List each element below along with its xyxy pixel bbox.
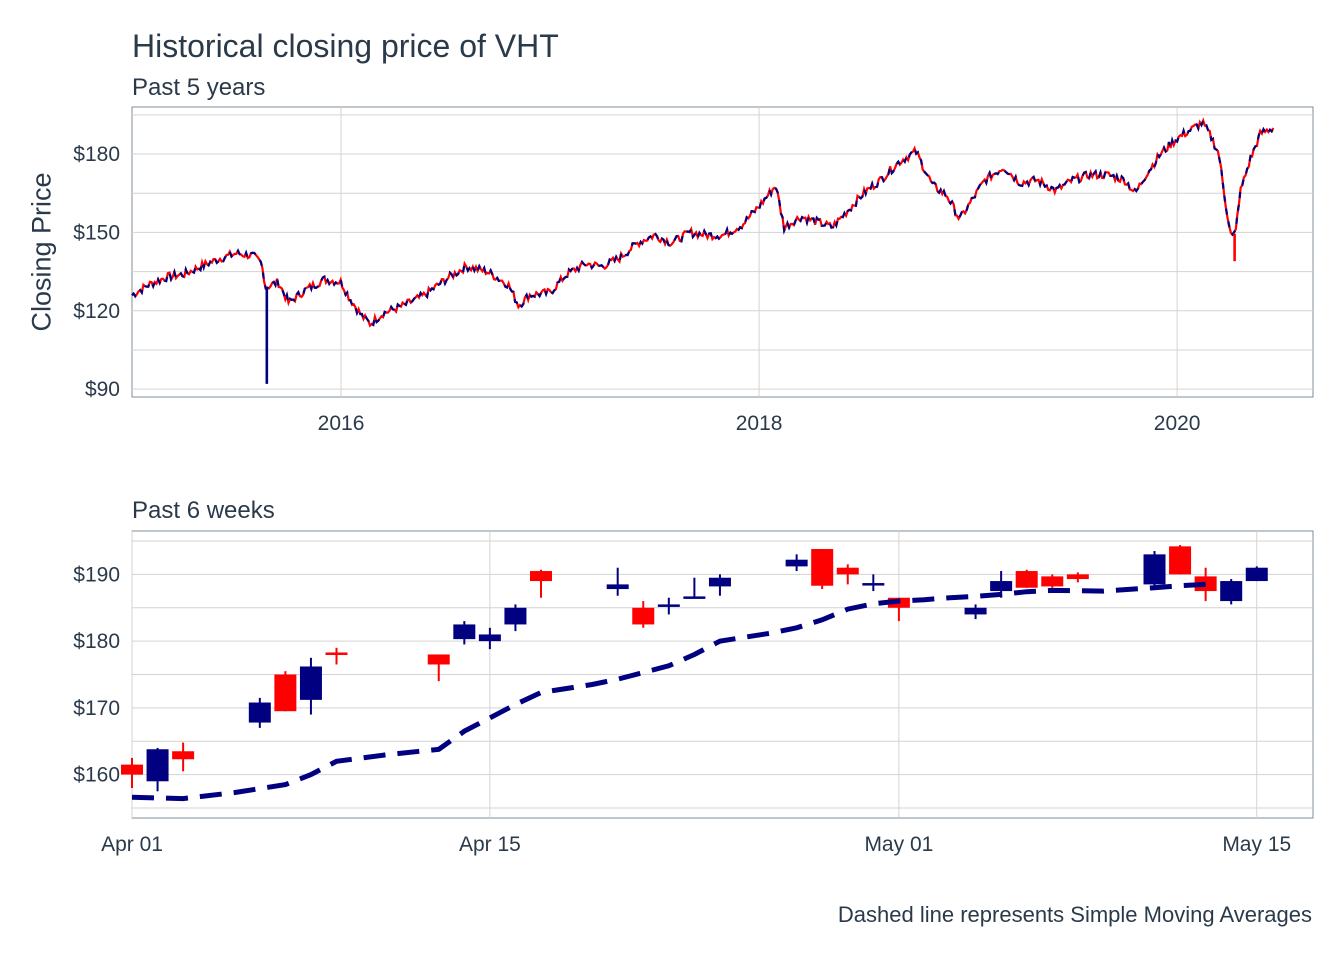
candle — [172, 742, 195, 772]
candle-body — [836, 567, 859, 575]
candle — [453, 621, 476, 645]
candle — [274, 671, 297, 712]
candle — [478, 627, 501, 650]
candle — [606, 567, 629, 596]
x-tick-label: May 15 — [1222, 833, 1291, 856]
candle — [1066, 572, 1089, 583]
candle-body — [785, 559, 808, 567]
candle-body — [504, 607, 527, 625]
panel1-subtitle: Past 5 years — [132, 74, 266, 101]
candle-body — [1066, 574, 1089, 580]
candle-body — [657, 604, 680, 607]
candle — [530, 569, 553, 598]
y-tick-label: $90 — [85, 378, 120, 401]
candle-body — [990, 581, 1013, 592]
candle-body — [325, 652, 348, 655]
candle-body — [862, 583, 885, 586]
candle-body — [1245, 567, 1268, 582]
candle-body — [811, 549, 834, 586]
candle-body — [172, 751, 195, 760]
x-tick-label: May 01 — [864, 833, 933, 856]
y-tick-label: $160 — [73, 764, 120, 787]
candle-body — [1015, 571, 1038, 588]
candle-body — [453, 624, 476, 640]
price-series-line-red — [131, 117, 1275, 328]
candle — [299, 657, 322, 715]
candle-body — [708, 577, 731, 587]
y-tick-label: $120 — [73, 300, 120, 323]
candle-body — [121, 764, 143, 775]
y-tick-label: $170 — [73, 697, 120, 720]
candle-body — [1220, 581, 1243, 602]
candle — [1220, 579, 1243, 605]
candle — [121, 757, 143, 788]
panel2-subtitle: Past 6 weeks — [132, 497, 275, 524]
candle — [862, 574, 885, 592]
y-tick-label: $190 — [73, 563, 120, 586]
sma-dashed-line — [131, 581, 1206, 802]
y-tick-label: $150 — [73, 221, 120, 244]
candle — [1194, 567, 1217, 602]
candle-body — [683, 596, 706, 599]
candle — [427, 654, 450, 682]
x-tick-label: Apr 01 — [101, 833, 163, 856]
y-tick-label: $180 — [73, 630, 120, 653]
candle-body — [478, 634, 501, 642]
candle-body — [606, 584, 629, 590]
candle — [657, 597, 680, 615]
candle-body — [248, 702, 271, 723]
x-tick-label: Apr 15 — [459, 833, 521, 856]
candle-body — [632, 607, 655, 625]
candle — [964, 604, 987, 620]
candle — [1041, 574, 1064, 588]
candle-body — [964, 607, 987, 615]
candle-body — [274, 674, 297, 712]
candle — [248, 697, 271, 728]
candle — [325, 647, 348, 665]
candle-body — [146, 749, 169, 782]
candle — [146, 747, 169, 792]
candle — [504, 604, 527, 632]
candle — [1015, 569, 1038, 588]
candle-body — [1041, 576, 1064, 587]
candle — [708, 574, 731, 596]
candle — [785, 554, 808, 572]
candle-body — [1143, 554, 1166, 585]
x-tick-label: 2018 — [736, 412, 783, 435]
x-tick-label: 2020 — [1154, 412, 1201, 435]
y-tick-label: $180 — [73, 143, 120, 166]
candle-body — [1194, 576, 1217, 592]
candle-body — [427, 654, 450, 665]
candle — [632, 601, 655, 628]
candle — [1143, 551, 1166, 590]
candle-body — [299, 666, 322, 700]
candle — [811, 549, 834, 590]
candle-body — [1169, 546, 1192, 575]
x-tick-label: 2016 — [318, 412, 365, 435]
chart-title: Historical closing price of VHT — [132, 28, 559, 64]
candle-body — [530, 571, 553, 582]
chart-caption: Dashed line represents Simple Moving Ave… — [837, 902, 1312, 927]
candle — [836, 564, 859, 585]
price-series-line-navy — [131, 117, 1275, 328]
candle — [683, 577, 706, 599]
candle — [1245, 566, 1268, 582]
panel0-border — [131, 106, 1314, 398]
candle — [1169, 545, 1192, 575]
